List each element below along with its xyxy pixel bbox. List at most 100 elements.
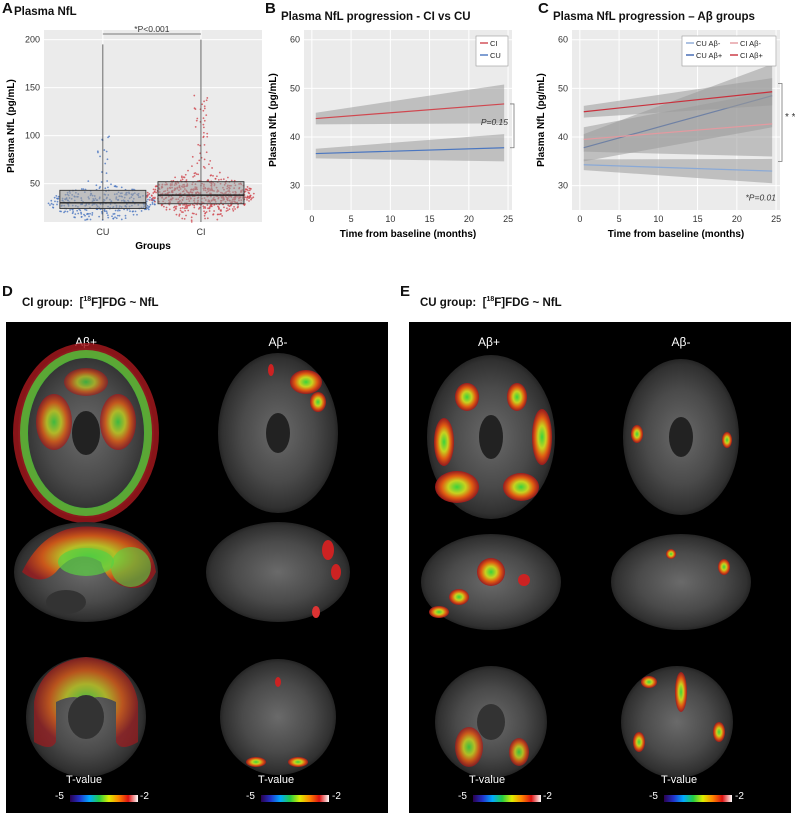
- chart-c-legend-label: CU Aβ+: [696, 51, 723, 60]
- chart-a-point: [194, 108, 197, 110]
- chart-a-point: [185, 179, 188, 181]
- chart-b-xlabel: Time from baseline (months): [340, 229, 477, 240]
- chart-a-point: [64, 210, 67, 213]
- chart-a-point: [66, 210, 69, 213]
- chart-c-line: 30 40 50 60 0 5 10 15 20 25 Time from baseline (mo…: [536, 30, 795, 240]
- chart-a-point: [132, 213, 135, 216]
- chart-a-point: [153, 197, 156, 200]
- chart-b-xtick-label: 10: [385, 214, 395, 224]
- chart-a-point: [85, 218, 88, 221]
- e-brain-slices: [421, 355, 751, 778]
- chart-a-point: [209, 159, 212, 162]
- chart-a-point: [220, 213, 222, 215]
- d-colorbar-neg: [261, 795, 329, 802]
- chart-a-point: [47, 202, 50, 205]
- d-tvalue-label-pos: T-value: [66, 774, 103, 786]
- chart-a-point: [245, 188, 248, 191]
- chart-a-point: [168, 208, 171, 211]
- chart-a-point: [220, 210, 222, 212]
- chart-a-point: [202, 123, 205, 126]
- chart-b-xtick-label: 5: [349, 214, 354, 224]
- chart-a-point: [105, 210, 108, 213]
- chart-a-point: [202, 131, 205, 134]
- chart-a-point: [185, 214, 187, 217]
- chart-a-xlabel: Groups: [135, 241, 171, 250]
- chart-a-point: [118, 209, 121, 212]
- chart-a-point: [194, 172, 197, 174]
- chart-a-point: [53, 196, 56, 199]
- chart-a-point: [187, 204, 190, 207]
- chart-a-point: [79, 209, 82, 212]
- d-tvalue-label-neg: T-value: [258, 774, 295, 786]
- chart-b-line: 30 40 50 60 0 5 10 15 20 25 Time from baseline (mo…: [268, 30, 515, 240]
- chart-a-point: [147, 207, 149, 210]
- chart-a-point: [233, 179, 236, 182]
- chart-a-point: [97, 151, 99, 154]
- panel-e-title: CU group: [18F]FDG ~ NfL: [420, 296, 562, 309]
- panel-b-letter: B: [265, 0, 276, 17]
- chart-c-ci-band: [583, 78, 773, 118]
- chart-a-point: [247, 191, 250, 194]
- chart-b-series-line: [315, 147, 505, 155]
- d-cbar-min-pos: -5: [55, 791, 64, 802]
- chart-a-point: [49, 204, 51, 206]
- chart-a-point: [244, 190, 247, 193]
- chart-a-point: [106, 180, 109, 182]
- chart-a-point: [186, 206, 189, 208]
- chart-a-point: [151, 203, 154, 205]
- chart-a-point: [226, 176, 229, 179]
- chart-a-point: [237, 203, 239, 206]
- chart-a-point: [175, 213, 178, 216]
- chart-a-point: [152, 192, 155, 194]
- chart-a-point: [204, 206, 206, 208]
- chart-a-point: [190, 216, 193, 219]
- chart-a-point: [226, 209, 229, 212]
- chart-a-point: [191, 155, 194, 158]
- chart-a-point: [154, 200, 156, 203]
- chart-a-point: [115, 217, 118, 220]
- chart-a-point: [223, 206, 225, 209]
- chart-a-point: [146, 191, 149, 194]
- chart-b-ytick-label: 50: [290, 83, 300, 93]
- chart-a-point: [190, 220, 193, 223]
- chart-a-point: [247, 189, 249, 192]
- chart-a-point: [184, 205, 187, 208]
- chart-a-point: [193, 206, 196, 209]
- chart-a-point: [181, 178, 184, 181]
- chart-a-point: [112, 217, 115, 220]
- chart-a-point: [215, 175, 218, 178]
- chart-b-ci-band: [315, 134, 505, 162]
- d-cbar-min-neg: -5: [246, 791, 255, 802]
- chart-a-point: [52, 203, 55, 206]
- chart-a-point: [104, 162, 107, 165]
- chart-a-point: [209, 205, 211, 208]
- chart-a-point: [72, 209, 74, 211]
- chart-a-point: [218, 171, 221, 174]
- chart-a-point: [84, 214, 86, 217]
- chart-a-point: [131, 210, 134, 213]
- chart-a-point: [106, 158, 109, 161]
- chart-a-point: [153, 203, 156, 206]
- chart-a-point: [230, 179, 233, 182]
- chart-a-point: [198, 159, 201, 162]
- chart-b-ytick-label: 30: [290, 181, 300, 191]
- e-col-abeta-pos: Aβ+: [478, 335, 500, 349]
- chart-b-legend-label: CI: [490, 39, 498, 48]
- chart-c-xtick-label: 5: [617, 214, 622, 224]
- chart-a-point: [212, 213, 215, 216]
- e-cbar-max-pos: -2: [543, 791, 552, 802]
- chart-a-point: [197, 173, 200, 176]
- chart-a-point: [120, 186, 123, 189]
- chart-a-point: [217, 178, 220, 181]
- chart-a-point: [181, 206, 184, 209]
- chart-c-legend-label: CI Aβ-: [740, 39, 761, 48]
- chart-a-point: [151, 199, 154, 202]
- chart-a-point: [106, 212, 108, 214]
- chart-a-point: [243, 204, 246, 206]
- chart-c-legend-label: CI Aβ+: [740, 51, 763, 60]
- chart-a-point: [179, 179, 182, 182]
- chart-a-point: [204, 212, 206, 215]
- panel-e-brain-images: Aβ+ Aβ-: [409, 322, 791, 813]
- chart-a-point: [178, 204, 181, 206]
- chart-a-point: [252, 192, 255, 195]
